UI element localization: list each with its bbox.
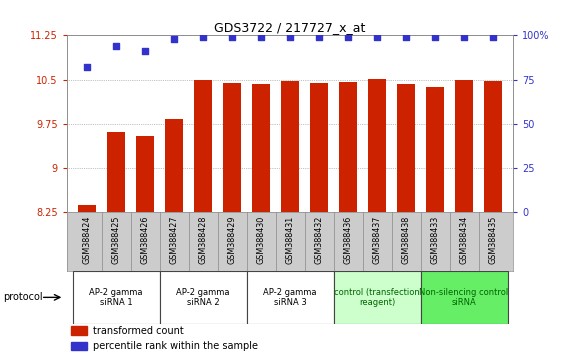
Point	[488, 34, 498, 40]
Text: GSM388431: GSM388431	[285, 215, 295, 264]
Bar	[72, 271, 160, 324]
Bar	[107, 132, 125, 212]
Point	[459, 34, 469, 40]
Text: protocol: protocol	[3, 292, 42, 302]
Text: AP-2 gamma
siRNA 1: AP-2 gamma siRNA 1	[89, 288, 143, 307]
Bar	[397, 84, 415, 212]
Point	[169, 36, 179, 42]
Text: GSM388436: GSM388436	[343, 215, 353, 264]
Text: percentile rank within the sample: percentile rank within the sample	[93, 341, 259, 351]
Bar	[420, 271, 508, 324]
Text: GSM388424: GSM388424	[82, 215, 92, 264]
Text: transformed count: transformed count	[93, 326, 184, 336]
Bar	[246, 271, 334, 324]
Text: GSM388425: GSM388425	[111, 215, 121, 264]
Point	[82, 64, 92, 70]
Bar	[455, 80, 473, 212]
Point	[256, 34, 266, 40]
Title: GDS3722 / 217727_x_at: GDS3722 / 217727_x_at	[215, 21, 365, 34]
Text: AP-2 gamma
siRNA 2: AP-2 gamma siRNA 2	[176, 288, 230, 307]
Point	[372, 34, 382, 40]
Text: GSM388429: GSM388429	[227, 215, 237, 264]
Text: GSM388430: GSM388430	[256, 215, 266, 264]
Bar	[310, 83, 328, 212]
Point	[111, 43, 121, 49]
Point	[140, 48, 150, 54]
Point	[198, 34, 208, 40]
Bar	[426, 87, 444, 212]
Bar	[281, 81, 299, 212]
Bar	[71, 326, 87, 335]
Bar	[334, 271, 420, 324]
Point	[430, 34, 440, 40]
Bar	[136, 136, 154, 212]
Text: control (transfection
reagent): control (transfection reagent)	[334, 288, 420, 307]
Text: GSM388435: GSM388435	[488, 215, 498, 264]
Bar	[71, 342, 87, 350]
Point	[285, 34, 295, 40]
Text: AP-2 gamma
siRNA 3: AP-2 gamma siRNA 3	[263, 288, 317, 307]
Point	[343, 34, 353, 40]
Bar	[252, 84, 270, 212]
Bar	[223, 83, 241, 212]
Bar	[368, 79, 386, 212]
Point	[227, 34, 237, 40]
Text: GSM388433: GSM388433	[430, 215, 440, 264]
Bar	[160, 271, 246, 324]
Bar	[165, 119, 183, 212]
Point	[401, 34, 411, 40]
Text: Non-silencing control
siRNA: Non-silencing control siRNA	[419, 288, 509, 307]
Bar	[339, 82, 357, 212]
Point	[314, 34, 324, 40]
Text: GSM388428: GSM388428	[198, 215, 208, 264]
Text: GSM388432: GSM388432	[314, 215, 324, 264]
Text: GSM388426: GSM388426	[140, 215, 150, 264]
Bar	[484, 81, 502, 212]
Text: GSM388434: GSM388434	[459, 215, 469, 264]
Text: GSM388427: GSM388427	[169, 215, 179, 264]
Bar	[194, 80, 212, 212]
Text: GSM388438: GSM388438	[401, 215, 411, 264]
Bar	[78, 205, 96, 212]
Text: GSM388437: GSM388437	[372, 215, 382, 264]
